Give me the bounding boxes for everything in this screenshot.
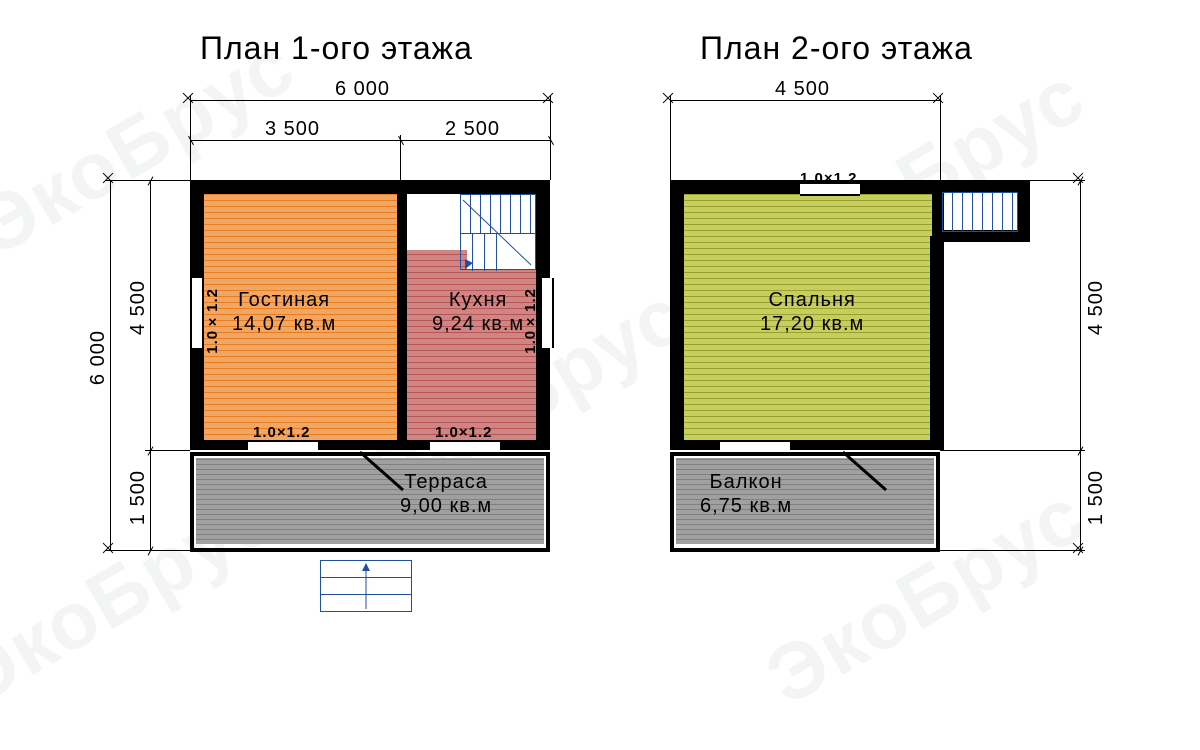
f1-window-left — [190, 278, 204, 348]
f1-dim-4500: 4 500 — [127, 280, 150, 335]
ext — [145, 450, 190, 451]
ext — [940, 550, 1085, 551]
f2-stairs — [942, 192, 1018, 232]
terrace-label: Терраса9,00 кв.м — [400, 470, 492, 518]
f2-dim-1500: 1 500 — [1085, 470, 1108, 525]
terrace-bottom — [190, 548, 550, 552]
f1-stairs — [460, 194, 536, 270]
f2-window-top — [800, 182, 860, 196]
floor2-title: План 2-ого этажа — [700, 30, 973, 67]
f1-window-bl — [248, 440, 318, 454]
f1-win-right-dim: 1.0×1.2 — [522, 288, 539, 354]
balcony-label: Балкон6,75 кв.м — [700, 470, 792, 518]
f2-wall-right-lower — [930, 236, 944, 450]
balcony-bottom — [670, 548, 940, 552]
f1-dim-3500: 3 500 — [265, 118, 320, 141]
living-label: Гостиная14,07 кв.м — [232, 288, 336, 336]
ext — [190, 95, 191, 180]
f1-wall-interior — [397, 192, 407, 444]
balcony-top — [670, 452, 940, 456]
f2-window-b — [720, 440, 790, 454]
f1-win-br-dim: 1.0×1.2 — [435, 424, 492, 441]
ext — [105, 550, 190, 551]
f1-win-left-dim: 1.0×1.2 — [204, 288, 221, 354]
f1-wall-top — [190, 180, 550, 194]
ext — [670, 95, 671, 180]
f1-dim-1500: 1 500 — [127, 470, 150, 525]
f1-window-right — [540, 278, 554, 348]
kitchen-label: Кухня9,24 кв.м — [432, 288, 524, 336]
f2-wall-stair-top — [940, 180, 1030, 192]
balcony-right — [936, 452, 940, 552]
f2-dim-4500: 4 500 — [1085, 280, 1108, 335]
f1-entry-steps — [320, 560, 412, 612]
f2-dim-top-label: 4 500 — [775, 78, 830, 101]
f1-dim-2500: 2 500 — [445, 118, 500, 141]
f1-dim-left-total — [110, 180, 111, 550]
ext — [940, 95, 941, 180]
f2-door — [838, 450, 898, 510]
terrace-right — [546, 452, 550, 552]
tick — [148, 546, 154, 555]
bedroom-label: Спальня17,20 кв.м — [760, 288, 864, 336]
ext — [550, 95, 551, 180]
f2-dim-right — [1080, 180, 1081, 550]
f1-dim-left-sub — [150, 180, 151, 550]
ext — [400, 135, 401, 180]
f2-wall-left — [670, 180, 684, 450]
ext — [105, 180, 190, 181]
balcony-left — [670, 452, 674, 552]
f1-win-bl-dim: 1.0×1.2 — [253, 424, 310, 441]
ext — [940, 450, 1085, 451]
f1-window-br — [430, 440, 500, 454]
terrace-left — [190, 452, 194, 552]
ext — [940, 180, 1085, 181]
f1-dim-top-total-label: 6 000 — [335, 78, 390, 101]
f1-dim-left-total-label: 6 000 — [87, 330, 110, 385]
f2-wall-bottom — [670, 440, 940, 450]
floor1-title: План 1-ого этажа — [200, 30, 473, 67]
